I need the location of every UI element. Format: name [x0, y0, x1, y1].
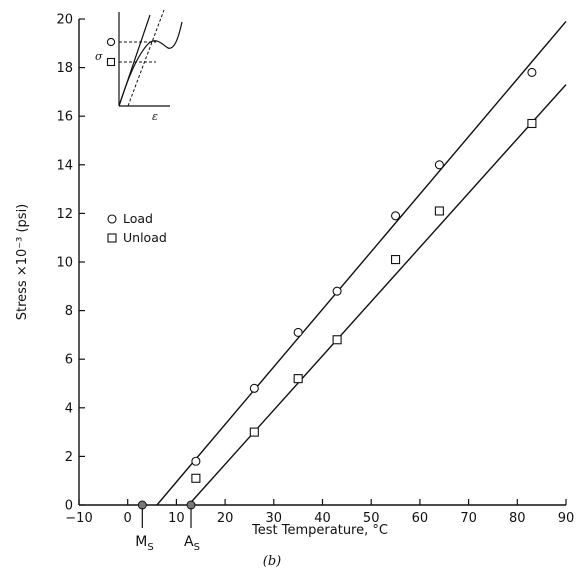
legend: Load Unload [107, 211, 167, 245]
load-data-point [390, 211, 401, 221]
x-tick-label: 60 [412, 511, 429, 526]
inset-dashed-slope [127, 9, 165, 107]
unload-data-point [390, 255, 401, 265]
y-axis-title: Stress ×10⁻³ (psi) [15, 204, 30, 321]
x-tick-label: 90 [558, 511, 575, 526]
inset-circle-icon [106, 37, 116, 47]
y-tick-label: 10 [56, 256, 73, 271]
y-tick-label: 20 [56, 13, 73, 28]
x-tick-label: −10 [65, 511, 92, 526]
y-tick-label: 12 [56, 207, 73, 222]
inset-epsilon-label: ε [152, 110, 158, 123]
y-tick-label: 6 [65, 353, 73, 368]
fit-lines [156, 20, 567, 506]
y-tick-label: 18 [56, 61, 73, 76]
y-tick-label: 0 [65, 499, 73, 514]
unload-data-point [527, 118, 537, 129]
unload-data-point [434, 206, 444, 216]
y-tick-label: 8 [65, 304, 73, 319]
x-axis-title: Test Temperature, °C [251, 523, 388, 538]
ms-marker-dot [137, 500, 147, 510]
unload-data-point [332, 335, 342, 345]
legend-unload-label: Unload [123, 230, 167, 245]
x-tick-label: 0 [124, 511, 132, 526]
unload-fit-line [188, 84, 567, 506]
load-data-point [191, 456, 201, 466]
inset-stress-strain-curve [118, 21, 183, 107]
load-data-point [293, 327, 303, 338]
y-tick-label: 14 [56, 158, 73, 173]
load-data-point [332, 286, 342, 296]
x-tick-label: 70 [460, 511, 477, 526]
load-data-point [434, 160, 444, 170]
x-tick-label: 10 [168, 511, 185, 526]
legend-load-label: Load [123, 211, 153, 226]
legend-load-circle-icon [107, 214, 117, 224]
inset-sigma-label: σ [95, 50, 103, 63]
x-tick-label: 80 [509, 511, 526, 526]
legend-unload-square-icon [107, 233, 117, 243]
inset-diagram: σ ε [95, 9, 183, 123]
x-tick-label: 30 [266, 511, 283, 526]
inset-square-icon [106, 57, 116, 67]
y-tick-label: 16 [56, 110, 73, 125]
ms-label: MS [135, 534, 153, 553]
y-ticks: 0 2 4 6 8 10 12 14 16 18 20 [56, 13, 85, 514]
plot-axes [78, 19, 566, 506]
load-data-point [249, 383, 259, 393]
x-tick-label: 20 [217, 511, 234, 526]
unload-data-point [191, 473, 201, 483]
x-tick-label: 50 [363, 511, 380, 526]
as-marker-dot [186, 500, 196, 510]
transformation-annotations: MS AS [135, 500, 200, 553]
inset-linear-path [118, 14, 151, 107]
load-data-point [527, 67, 537, 78]
load-fit-line [156, 20, 567, 506]
unload-data-point [249, 427, 259, 437]
y-tick-label: 2 [65, 450, 73, 465]
x-ticks: −10 0 10 20 30 40 50 60 70 80 90 [65, 499, 574, 526]
as-label: AS [184, 534, 200, 553]
y-tick-label: 4 [65, 401, 73, 416]
data-points [191, 67, 537, 483]
figure-caption: (b) [263, 554, 281, 569]
unload-data-point [293, 374, 303, 384]
x-tick-label: 40 [314, 511, 331, 526]
